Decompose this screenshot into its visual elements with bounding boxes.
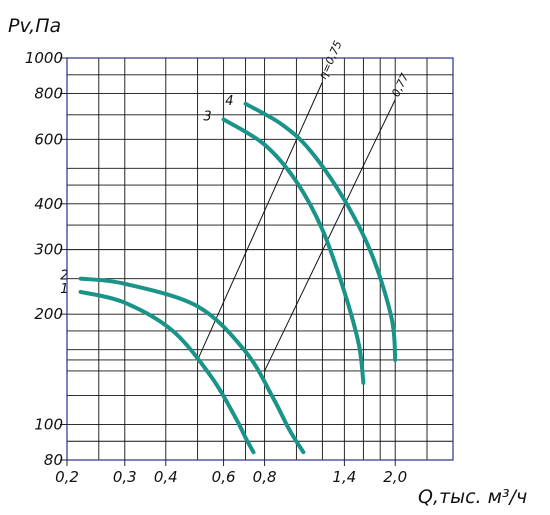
grid <box>66 57 454 461</box>
y-tick-label: 100 <box>34 415 63 433</box>
y-tick-label: 600 <box>34 130 63 148</box>
x-tick-label: 0,2 <box>55 468 79 486</box>
series-curve-3 <box>221 117 366 385</box>
x-tick-label: 2,0 <box>383 468 407 486</box>
y-tick-label: 300 <box>34 241 63 259</box>
series-curves: 12 34 <box>60 94 398 455</box>
x-tick-label: 0,3 <box>113 468 137 486</box>
plot-frame <box>66 57 454 461</box>
efficiency-line-0 <box>197 81 323 361</box>
series-curve-2 <box>78 276 306 455</box>
series-label: 1 <box>60 282 68 297</box>
y-tick-label: 80 <box>44 451 63 469</box>
series-curve-4 <box>243 101 398 362</box>
x-tick-label: 0,8 <box>253 468 277 486</box>
y-axis-title: Pv,Па <box>8 15 61 37</box>
x-tick-label: 0,4 <box>154 468 178 486</box>
series-label: 4 <box>225 94 233 109</box>
tick-labels: 0,2 0,3 0,4 0,6 0,8 1,4 2,0 80 100 200 300 400 600 80… <box>25 49 407 486</box>
y-tick-label: 200 <box>34 305 63 323</box>
series-label: 2 <box>60 269 68 284</box>
y-tick-label: 800 <box>34 85 63 103</box>
x-tick-label: 0,6 <box>212 468 236 486</box>
efficiency-lines: η=0,750,77 <box>197 39 412 372</box>
series-label: 3 <box>203 109 211 124</box>
series-curve-1 <box>78 289 256 455</box>
y-tick-label: 1000 <box>25 49 63 67</box>
efficiency-line-1 <box>264 99 396 372</box>
efficiency-label: 0,77 <box>389 71 411 99</box>
y-tick-label: 400 <box>34 195 63 213</box>
x-tick-label: 1,4 <box>332 468 356 486</box>
x-axis-title: Q,тыс. м³/ч <box>418 486 527 508</box>
